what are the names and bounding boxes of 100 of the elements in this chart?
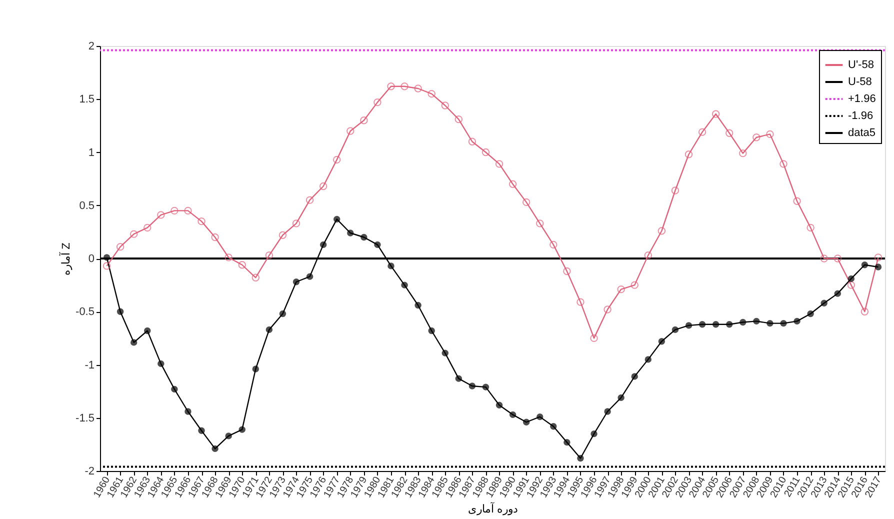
legend-label: U'-58 bbox=[848, 59, 874, 71]
y-tick-label: -2 bbox=[84, 466, 94, 478]
point bbox=[374, 241, 381, 248]
point bbox=[576, 298, 584, 306]
point bbox=[834, 290, 841, 297]
legend-label: data5 bbox=[848, 127, 876, 139]
point bbox=[198, 427, 205, 434]
point bbox=[630, 281, 638, 289]
point bbox=[698, 321, 706, 328]
point bbox=[238, 261, 246, 269]
point bbox=[847, 281, 856, 289]
point bbox=[428, 327, 435, 334]
point bbox=[278, 231, 287, 239]
point bbox=[184, 206, 192, 215]
point bbox=[766, 320, 774, 327]
point bbox=[468, 382, 476, 390]
point bbox=[116, 308, 124, 315]
point bbox=[252, 366, 259, 372]
point bbox=[252, 274, 260, 282]
point bbox=[712, 110, 720, 118]
point bbox=[550, 423, 557, 430]
point bbox=[780, 160, 788, 168]
point bbox=[522, 418, 530, 426]
point bbox=[454, 115, 463, 124]
point bbox=[279, 310, 286, 318]
point bbox=[212, 445, 218, 452]
point bbox=[726, 321, 733, 328]
point bbox=[684, 150, 693, 158]
point bbox=[360, 116, 368, 124]
point bbox=[387, 82, 395, 90]
point bbox=[618, 394, 624, 402]
point bbox=[874, 254, 882, 262]
point bbox=[428, 90, 436, 98]
point bbox=[671, 186, 680, 194]
y-tick-label: 0 bbox=[88, 253, 94, 265]
point bbox=[820, 300, 828, 306]
y-axis-title: آماره Z bbox=[60, 242, 73, 276]
point bbox=[590, 430, 598, 438]
point bbox=[414, 302, 422, 309]
y-tick-label: 2 bbox=[88, 40, 94, 52]
point bbox=[590, 334, 598, 342]
point bbox=[780, 320, 787, 327]
point bbox=[564, 438, 570, 446]
point bbox=[388, 262, 394, 270]
point bbox=[508, 180, 517, 188]
point bbox=[144, 327, 151, 334]
point bbox=[793, 197, 801, 205]
point bbox=[400, 82, 408, 90]
point bbox=[102, 262, 111, 270]
point bbox=[482, 384, 490, 390]
point bbox=[740, 318, 746, 326]
point bbox=[807, 310, 814, 318]
point bbox=[265, 251, 274, 260]
point bbox=[698, 128, 706, 136]
point bbox=[414, 84, 422, 92]
point bbox=[319, 182, 328, 190]
point bbox=[306, 273, 314, 280]
point bbox=[130, 230, 138, 238]
point bbox=[604, 408, 611, 415]
point bbox=[685, 322, 692, 329]
point bbox=[752, 134, 760, 142]
point bbox=[509, 411, 516, 418]
point bbox=[631, 373, 638, 380]
point bbox=[184, 408, 192, 415]
point bbox=[806, 224, 814, 232]
point bbox=[672, 326, 679, 334]
point bbox=[658, 227, 666, 235]
point bbox=[496, 402, 503, 408]
point bbox=[171, 386, 178, 393]
point bbox=[766, 130, 774, 138]
point bbox=[292, 220, 300, 228]
legend-label: U-58 bbox=[848, 76, 872, 88]
point bbox=[211, 233, 219, 242]
point bbox=[860, 308, 869, 316]
point bbox=[536, 220, 544, 228]
point bbox=[482, 148, 490, 156]
legend-label: -1.96 bbox=[848, 110, 874, 122]
point bbox=[157, 211, 165, 219]
y-tick-label: 1 bbox=[88, 146, 94, 159]
point bbox=[346, 127, 354, 135]
point bbox=[320, 241, 327, 248]
point bbox=[334, 216, 340, 223]
point bbox=[225, 432, 232, 440]
y-tick-label: 0.5 bbox=[79, 200, 94, 212]
point bbox=[820, 254, 828, 262]
legend-label: +1.96 bbox=[848, 93, 876, 105]
point bbox=[144, 224, 152, 232]
point bbox=[726, 129, 734, 137]
y-tick-label: -1.5 bbox=[76, 412, 94, 424]
y-tick-label: -1 bbox=[84, 359, 94, 372]
point bbox=[563, 267, 571, 276]
point bbox=[198, 217, 206, 226]
point bbox=[306, 196, 314, 204]
point bbox=[834, 254, 842, 262]
point bbox=[130, 339, 138, 346]
point bbox=[360, 234, 368, 241]
point bbox=[739, 149, 747, 158]
point bbox=[644, 356, 652, 363]
point bbox=[848, 275, 855, 282]
point bbox=[617, 285, 625, 294]
